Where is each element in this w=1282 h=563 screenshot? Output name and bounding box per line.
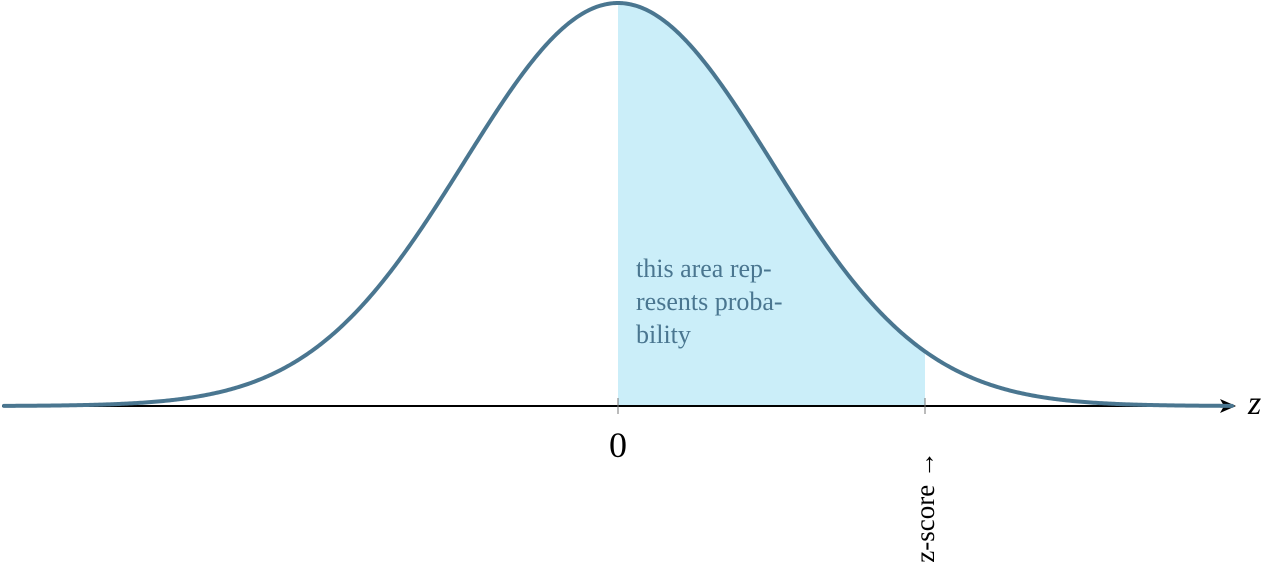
normal-curve xyxy=(2,1,1234,408)
annotation-line-3: bility xyxy=(636,320,691,349)
z-axis-label: z xyxy=(1247,385,1261,422)
annotation-line-1: this area rep- xyxy=(636,254,772,283)
tick-z-score-label: z-score → xyxy=(910,451,940,563)
annotation-line-2: resents proba- xyxy=(636,287,783,316)
tick-zero-label: 0 xyxy=(609,425,627,465)
shaded-probability-area xyxy=(618,3,925,406)
